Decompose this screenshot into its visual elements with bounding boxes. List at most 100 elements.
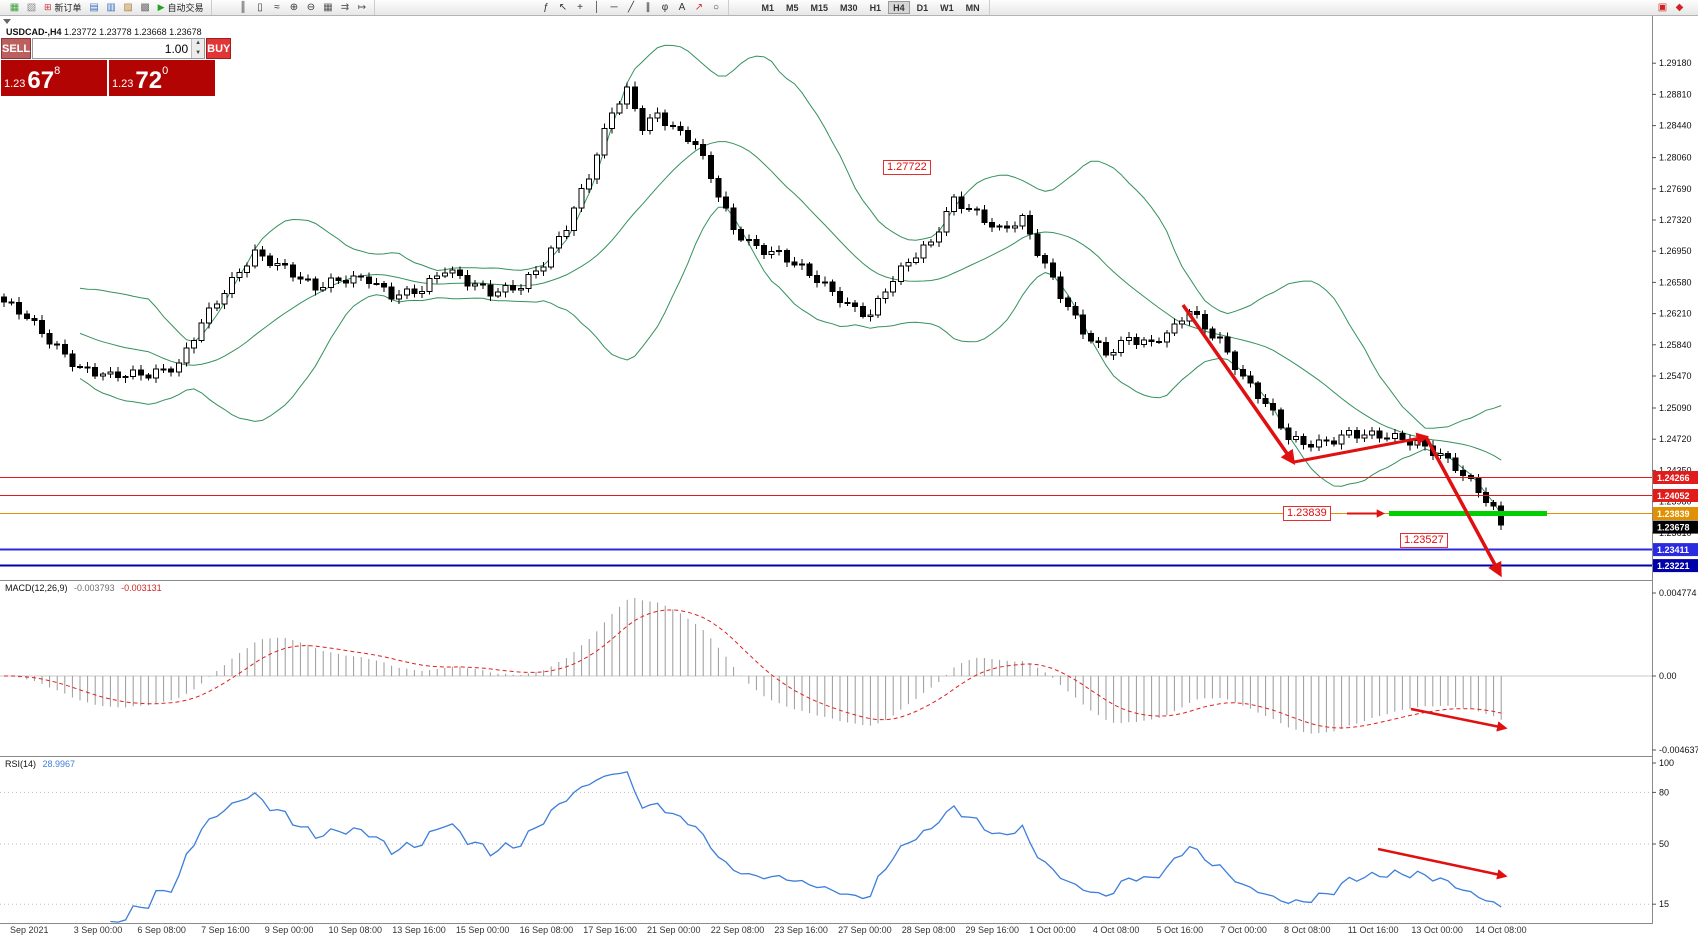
ohlc-values: 1.23772 1.23778 1.23668 1.23678 — [64, 27, 202, 37]
time-axis-label: 21 Sep 00:00 — [647, 925, 701, 935]
rsi-indicator-label: RSI(14) 28.9967 — [5, 759, 76, 769]
time-axis-label: 16 Sep 08:00 — [519, 925, 574, 935]
price-annotation[interactable]: 1.23527 — [1400, 533, 1448, 548]
time-axis-label: 27 Sep 00:00 — [838, 925, 892, 935]
svg-text:1.24052: 1.24052 — [1657, 491, 1690, 501]
svg-text:1.23221: 1.23221 — [1657, 561, 1690, 571]
rsi-pane — [0, 771, 1652, 923]
time-axis-label: Sep 2021 — [10, 925, 49, 935]
toolbar: ▦ ▧ ⊞ 新订单 ▤ ▥ ▨ ▩ ▶ 自动交易 ║ ▯ ≈ ⊕ ⊖ ▦ ⇉ ↦ ƒ ↖ + │ ─ ╱ ∥ φ A ↗ ○ M1 M5 M1… — [0, 0, 1698, 16]
buy-price-display[interactable]: 1.23 72 0 — [109, 60, 215, 96]
macd-pane — [0, 598, 1652, 734]
line-chart-icon[interactable]: ≈ — [274, 2, 280, 13]
time-axis-label: 28 Sep 08:00 — [901, 925, 956, 935]
time-axis-label: 23 Sep 16:00 — [774, 925, 828, 935]
sell-price-display[interactable]: 1.23 67 8 — [1, 60, 107, 96]
time-axis-label: 7 Oct 00:00 — [1220, 925, 1267, 935]
data-window-icon[interactable]: ▥ — [106, 2, 116, 13]
candles — [1, 81, 1505, 530]
channel-icon[interactable]: ∥ — [645, 2, 651, 13]
indicators-icon[interactable]: ƒ — [543, 2, 549, 13]
macd-signal-value: -0.003131 — [121, 583, 162, 593]
timeframe-m5-button[interactable]: M5 — [786, 3, 799, 13]
svg-text:1.24720: 1.24720 — [1659, 434, 1692, 444]
macd-main-value: -0.003793 — [74, 583, 115, 593]
time-axis-label: 3 Sep 00:00 — [73, 925, 123, 935]
auto-scroll-icon[interactable]: ⇉ — [340, 2, 350, 13]
toolbar-group: ▣ ◆ — [1651, 0, 1691, 15]
svg-text:1.26580: 1.26580 — [1659, 277, 1692, 287]
cursor-icon[interactable]: ↖ — [558, 2, 568, 13]
horizontal-level-lines[interactable] — [0, 477, 1652, 567]
chart-symbol-ohlc: USDCAD-,H4 1.23772 1.23778 1.23668 1.236… — [6, 27, 202, 37]
timeframe-m15-button[interactable]: M15 — [810, 3, 829, 13]
price-chart[interactable]: 1.29180 1.28810 1.28440 1.28060 1.27690 1.273… — [0, 16, 1698, 924]
chart-area: 1.29180 1.28810 1.28440 1.28060 1.27690 1.273… — [0, 16, 1698, 924]
svg-text:1.23411: 1.23411 — [1657, 545, 1689, 555]
volume-up-icon[interactable]: ▲ — [192, 39, 205, 49]
timeframe-d1-button[interactable]: D1 — [916, 3, 929, 13]
new-order-icon: ⊞ — [44, 2, 52, 12]
svg-text:1.26950: 1.26950 — [1659, 246, 1692, 256]
autotrading-button[interactable]: ▶ 自动交易 — [155, 1, 207, 14]
fibonacci-icon[interactable]: φ — [661, 2, 669, 13]
svg-text:0.00: 0.00 — [1659, 671, 1677, 681]
profiles-icon[interactable]: ▧ — [26, 2, 37, 13]
candlestick-chart-icon[interactable]: ▯ — [257, 2, 263, 13]
alerts-icon[interactable]: ▣ — [1657, 2, 1668, 13]
buy-button[interactable]: BUY — [206, 38, 232, 59]
time-axis-label: 11 Oct 16:00 — [1347, 925, 1399, 935]
toolbar-group: ║ ▯ ≈ ⊕ ⊖ ▦ ⇉ ↦ — [232, 0, 375, 15]
tile-windows-icon[interactable]: ▦ — [323, 2, 333, 13]
autotrading-label: 自动交易 — [167, 3, 204, 13]
price-scale[interactable]: 1.29180 1.28810 1.28440 1.28060 1.27690 1.273… — [1652, 16, 1698, 924]
timeframe-h1-button[interactable]: H1 — [869, 3, 882, 13]
svg-text:100: 100 — [1659, 758, 1674, 768]
zoom-in-icon[interactable]: ⊕ — [289, 2, 299, 13]
svg-text:0.004774: 0.004774 — [1659, 588, 1697, 598]
market-watch-icon[interactable]: ▤ — [89, 2, 99, 13]
timeframe-m30-button[interactable]: M30 — [840, 3, 858, 13]
terminal-icon[interactable]: ▩ — [140, 2, 150, 13]
svg-text:1.26210: 1.26210 — [1659, 309, 1692, 319]
timeframe-w1-button[interactable]: W1 — [940, 3, 954, 13]
text-icon[interactable]: A — [678, 2, 686, 13]
timeframe-m1-button[interactable]: M1 — [761, 3, 775, 13]
new-chart-icon[interactable]: ▦ — [9, 2, 20, 13]
inbox-icon[interactable]: ◆ — [1675, 2, 1684, 13]
one-click-panel-toggle-icon[interactable] — [3, 19, 11, 24]
price-annotation[interactable]: 1.23839 — [1283, 506, 1331, 521]
timeframe-mn-button[interactable]: MN — [965, 3, 980, 13]
svg-text:1.24266: 1.24266 — [1657, 473, 1690, 483]
chart-shift-icon[interactable]: ↦ — [357, 2, 367, 13]
arrows-icon[interactable]: ↗ — [694, 2, 704, 13]
bar-chart-icon[interactable]: ║ — [239, 2, 247, 13]
pane-separators[interactable] — [0, 580, 1698, 924]
trendline-icon[interactable]: ╱ — [627, 2, 635, 13]
shapes-icon[interactable]: ○ — [712, 2, 720, 13]
horizontal-line-icon[interactable]: ─ — [610, 2, 618, 13]
rsi-value: 28.9967 — [42, 759, 76, 769]
time-axis-label: 29 Sep 16:00 — [965, 925, 1020, 935]
zoom-out-icon[interactable]: ⊖ — [306, 2, 316, 13]
vertical-line-icon[interactable]: │ — [593, 2, 601, 13]
svg-text:1.25470: 1.25470 — [1659, 371, 1692, 381]
price-annotation[interactable]: 1.27722 — [883, 160, 931, 175]
toolbar-group: M1 M5 M15 M30 H1 H4 D1 W1 MN — [753, 0, 990, 15]
navigator-icon[interactable]: ▨ — [123, 2, 133, 13]
time-axis[interactable]: Sep 2021 3 Sep 00:00 6 Sep 08:00 7 Sep 16:0… — [0, 924, 1698, 938]
svg-text:1.25840: 1.25840 — [1659, 340, 1692, 350]
new-order-button[interactable]: ⊞ 新订单 — [41, 1, 85, 14]
trend-arrows[interactable] — [1181, 303, 1508, 880]
time-axis-label: 13 Oct 00:00 — [1411, 925, 1463, 935]
sell-button[interactable]: SELL — [1, 38, 32, 59]
svg-text:1.28060: 1.28060 — [1659, 153, 1692, 163]
timeframe-h4-button[interactable]: H4 — [888, 1, 910, 14]
crosshair-icon[interactable]: + — [577, 2, 583, 13]
volume-input[interactable] — [33, 39, 192, 58]
time-axis-label: 4 Oct 08:00 — [1092, 925, 1140, 935]
volume-down-icon[interactable]: ▼ — [192, 48, 205, 58]
time-axis-label: 22 Sep 08:00 — [710, 925, 765, 935]
autotrading-icon: ▶ — [157, 2, 165, 12]
